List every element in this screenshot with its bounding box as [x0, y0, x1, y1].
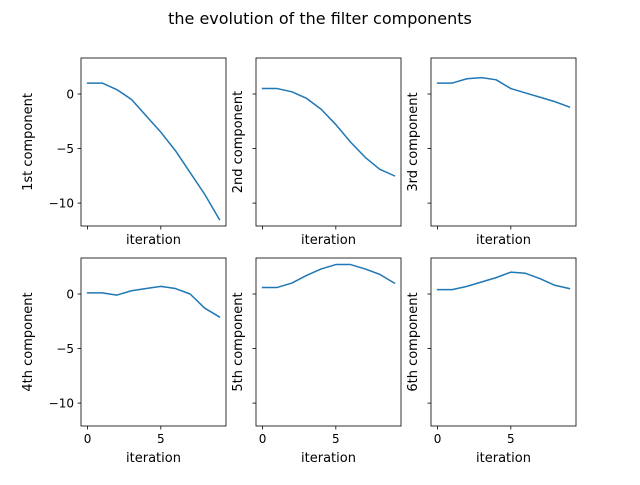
series-line-4 — [86, 285, 221, 318]
y-tick-label: −10 — [49, 197, 74, 211]
series-line-2 — [261, 87, 396, 177]
x-tick-label: 5 — [507, 432, 515, 446]
x-axis-label-1: iteration — [126, 233, 181, 248]
subplot-4: 0 −5 −10 0 5 iteration 4th component — [21, 257, 227, 466]
axes-frame-3 — [430, 57, 577, 227]
y-axis-label-4: 4th component — [21, 292, 36, 391]
x-tick-label: 5 — [157, 432, 165, 446]
axes-frame-4 — [80, 257, 227, 427]
axes-frame-2 — [255, 57, 402, 227]
y-tick-label: −5 — [56, 142, 74, 156]
axes-frame-5 — [255, 257, 402, 427]
x-axis-label-3: iteration — [476, 233, 531, 248]
x-axis-label-5: iteration — [301, 451, 356, 466]
series-line-3 — [436, 76, 571, 109]
y-tick-label: 0 — [66, 288, 74, 302]
subplot-5: 0 5 iteration 5th component — [231, 257, 402, 466]
x-axis-label-2: iteration — [301, 233, 356, 248]
x-axis-label-4: iteration — [126, 451, 181, 466]
series-line-5 — [261, 263, 396, 289]
y-axis-label-2: 2nd component — [231, 91, 246, 193]
axes-frame-6 — [430, 257, 577, 427]
x-tick-label: 0 — [84, 432, 92, 446]
y-tick-label: 0 — [66, 88, 74, 102]
y-tick-label: −10 — [49, 397, 74, 411]
y-axis-label-3: 3rd component — [406, 92, 421, 191]
y-tick-label: −5 — [56, 342, 74, 356]
x-tick-label: 0 — [434, 432, 442, 446]
figure-title: the evolution of the filter components — [168, 9, 472, 28]
subplot-3: iteration 3rd component — [406, 57, 577, 248]
x-tick-label: 0 — [259, 432, 267, 446]
x-tick-label: 5 — [332, 432, 340, 446]
series-line-1 — [86, 82, 221, 221]
y-axis-label-5: 5th component — [231, 292, 246, 391]
x-axis-label-6: iteration — [476, 451, 531, 466]
axes-frame-1 — [80, 57, 227, 227]
y-axis-label-6: 6th component — [406, 292, 421, 391]
subplot-2: iteration 2nd component — [231, 57, 402, 248]
subplot-1: 0 −5 −10 iteration 1st component — [21, 57, 227, 248]
subplot-6: 0 5 iteration 6th component — [406, 257, 577, 466]
y-axis-label-1: 1st component — [21, 93, 36, 191]
series-line-6 — [436, 271, 571, 291]
